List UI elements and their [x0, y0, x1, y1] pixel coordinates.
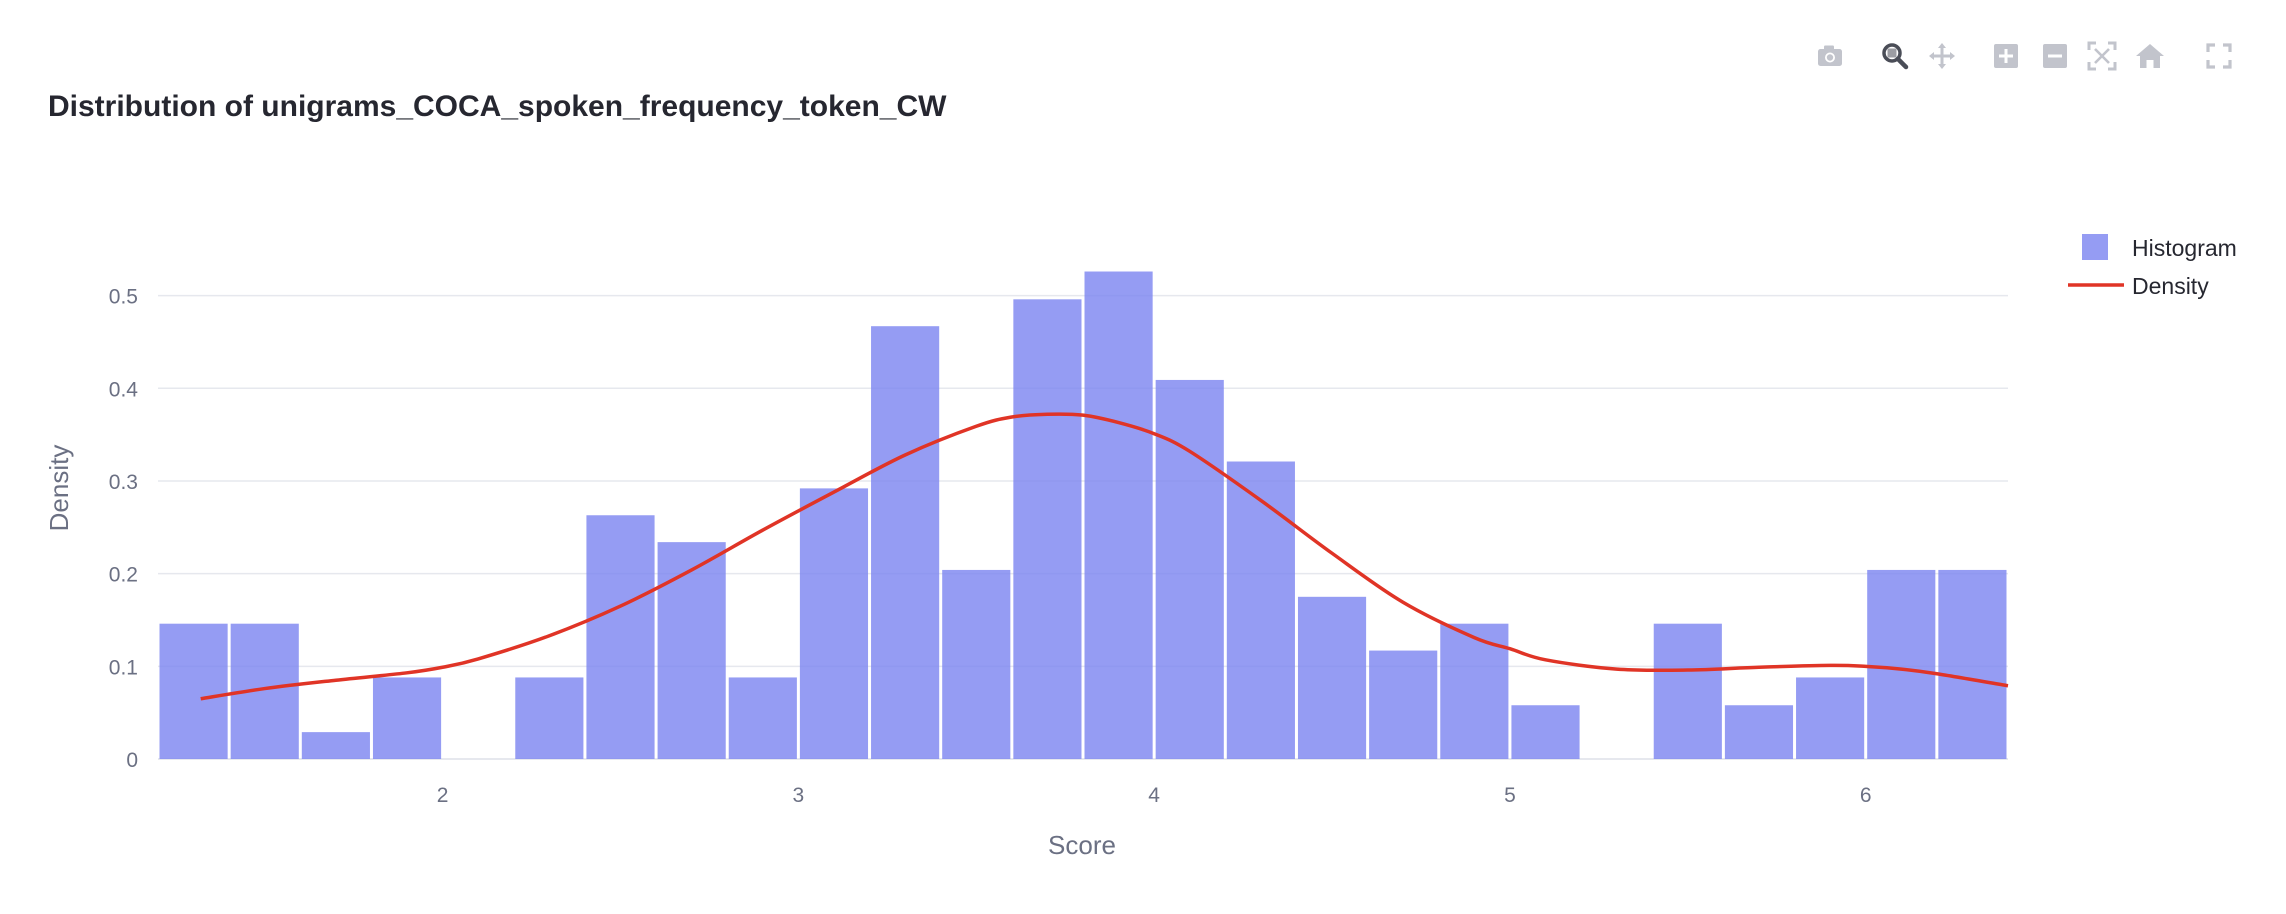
zoom-out-button[interactable]	[2035, 34, 2075, 78]
fullscreen-button[interactable]	[2199, 34, 2239, 78]
autoscale-icon	[2087, 41, 2117, 71]
legend-label-histogram[interactable]: Histogram	[2132, 235, 2237, 261]
histogram-bar[interactable]	[871, 326, 940, 759]
pan-icon	[1929, 43, 1955, 69]
x-tick-label: 3	[793, 784, 805, 807]
pan-button[interactable]	[1922, 34, 1962, 78]
reset-axes-button[interactable]	[2130, 34, 2170, 78]
reset-axes-icon	[2136, 44, 2164, 68]
y-tick-label: 0.1	[109, 656, 138, 679]
histogram-bar[interactable]	[1867, 569, 1936, 759]
histogram-bar[interactable]	[1013, 299, 1082, 759]
x-tick-labels: 2 3 4 5 6	[437, 784, 1872, 807]
y-axis-label: Density	[44, 445, 74, 532]
histogram-bar[interactable]	[657, 542, 726, 759]
histogram-bar[interactable]	[372, 677, 442, 759]
y-tick-label: 0.2	[109, 564, 138, 587]
zoom-in-button[interactable]	[1986, 34, 2026, 78]
legend[interactable]: Histogram Density	[2068, 234, 2237, 299]
zoom-icon	[1882, 43, 1909, 70]
modebar	[1810, 34, 2250, 78]
histogram-bar[interactable]	[799, 488, 869, 759]
histogram-bar[interactable]	[1369, 650, 1438, 759]
histogram-bar[interactable]	[515, 677, 584, 759]
zoom-out-icon	[2043, 44, 2067, 68]
histogram-bars	[159, 271, 2007, 759]
y-tick-label: 0.3	[109, 471, 138, 494]
x-tick-label: 5	[1504, 784, 1516, 807]
y-tick-label: 0.4	[109, 378, 139, 401]
density-line[interactable]	[200, 412, 2009, 701]
histogram-bar[interactable]	[942, 569, 1011, 759]
camera-button[interactable]	[1810, 34, 1850, 78]
x-tick-label: 4	[1148, 784, 1160, 807]
y-tick-label: 0.5	[109, 286, 138, 309]
histogram-bar[interactable]	[1796, 677, 1865, 759]
legend-histogram-swatch	[2082, 234, 2108, 260]
zoom-button[interactable]	[1875, 34, 1915, 78]
x-tick-label: 2	[437, 784, 449, 807]
fullscreen-icon	[2206, 43, 2232, 69]
histogram-bar[interactable]	[1511, 705, 1580, 759]
histogram-bar[interactable]	[728, 677, 797, 759]
x-axis-label: Score	[1048, 830, 1116, 860]
histogram-bar[interactable]	[301, 732, 370, 759]
histogram-bar[interactable]	[159, 623, 228, 759]
zoom-in-icon	[1994, 44, 2018, 68]
histogram-bar[interactable]	[1653, 623, 1722, 759]
legend-label-density[interactable]: Density	[2132, 273, 2209, 299]
autoscale-button[interactable]	[2082, 34, 2122, 78]
histogram-bar[interactable]	[1084, 271, 1153, 759]
chart-title: Distribution of unigrams_COCA_spoken_fre…	[48, 90, 947, 123]
camera-icon	[1818, 45, 1842, 66]
histogram-bar[interactable]	[1226, 461, 1295, 759]
histogram-bar[interactable]	[1724, 705, 1794, 759]
histogram-bar[interactable]	[1297, 596, 1367, 759]
histogram-bar[interactable]	[1155, 379, 1224, 759]
histogram-bar[interactable]	[1938, 569, 2007, 759]
histogram-bar[interactable]	[586, 515, 655, 759]
x-tick-label: 6	[1860, 784, 1872, 807]
y-tick-labels: 0 0.1 0.2 0.3 0.4 0.5	[109, 286, 139, 772]
y-tick-label: 0	[126, 749, 138, 772]
density-line-layer	[200, 412, 2009, 701]
